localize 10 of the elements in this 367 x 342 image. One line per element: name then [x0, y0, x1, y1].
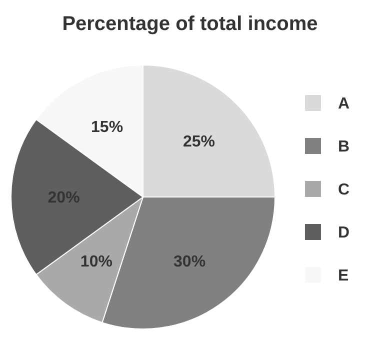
- legend-label: C: [338, 182, 350, 199]
- data-label: 10%: [80, 254, 112, 271]
- data-label: 25%: [182, 134, 216, 151]
- legend-label: E: [338, 268, 349, 285]
- legend-label: A: [338, 96, 350, 113]
- data-label: 30%: [174, 254, 206, 271]
- data-label: 15%: [91, 119, 124, 136]
- legend-label: D: [338, 224, 350, 242]
- chart-title: Percentage of total income: [62, 13, 318, 35]
- legend-label: B: [338, 138, 350, 156]
